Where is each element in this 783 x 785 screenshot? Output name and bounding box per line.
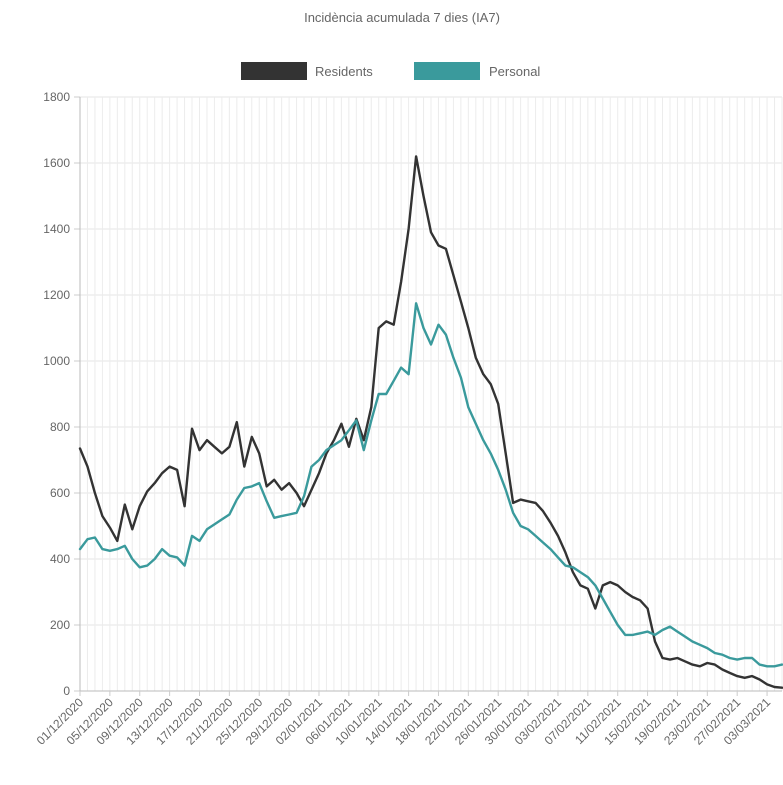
chart-title: Incidència acumulada 7 dies (IA7) (304, 10, 500, 25)
grid (79, 96, 783, 692)
y-axis: 0 200 400 600 800 1000 1200 1400 1600 1800 (43, 90, 81, 698)
x-axis: 01/12/202005/12/202009/12/202013/12/2020… (34, 690, 782, 748)
legend-label-residents: Residents (315, 64, 373, 79)
y-tick-label: 1000 (43, 354, 70, 368)
y-tick-label: 1200 (43, 288, 70, 302)
y-tick-label: 0 (63, 684, 70, 698)
legend-swatch-personal (414, 62, 480, 80)
y-tick-label: 200 (50, 618, 70, 632)
legend: Residents Personal (241, 62, 540, 80)
series-line-residents (78, 155, 783, 689)
y-tick-label: 800 (50, 420, 70, 434)
y-tick-label: 600 (50, 486, 70, 500)
series-line-personal (78, 302, 783, 668)
y-tick-label: 400 (50, 552, 70, 566)
legend-swatch-residents (241, 62, 307, 80)
y-tick-label: 1800 (43, 90, 70, 104)
legend-label-personal: Personal (489, 64, 540, 79)
y-tick-label: 1600 (43, 156, 70, 170)
y-tick-label: 1400 (43, 222, 70, 236)
series-layer (78, 155, 783, 689)
